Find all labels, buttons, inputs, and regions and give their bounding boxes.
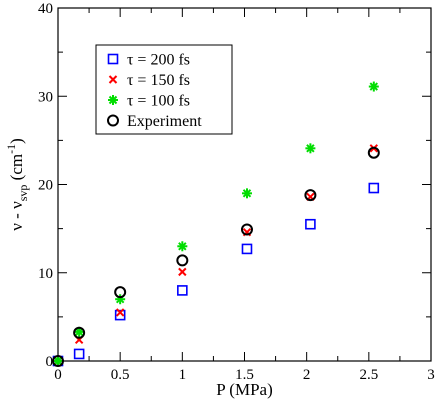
x-tick-label: 2 xyxy=(303,367,311,383)
y-axis-title-unit: (cm xyxy=(7,154,26,185)
point-square xyxy=(305,218,316,230)
point-star xyxy=(53,356,63,366)
y-tick-label: 20 xyxy=(38,178,53,194)
legend-marker-star xyxy=(108,95,118,105)
x-tick-label: 1.5 xyxy=(235,367,254,383)
axis-ticks xyxy=(57,7,432,362)
point-circle xyxy=(114,286,127,299)
legend-label: τ = 100 fs xyxy=(127,93,190,110)
legend-marker-x xyxy=(108,75,118,84)
point-x xyxy=(178,267,187,277)
x-tick-label: 0.5 xyxy=(111,367,130,383)
legend-marker-circle xyxy=(107,114,119,127)
point-circle xyxy=(240,223,253,236)
point-circle xyxy=(367,146,380,159)
x-tick-label: 2.5 xyxy=(359,367,378,383)
point-circle xyxy=(73,326,86,339)
point-square xyxy=(114,309,126,321)
legend-label: τ = 150 fs xyxy=(127,72,190,89)
legend-marker-square xyxy=(107,53,119,65)
point-circle xyxy=(176,254,189,267)
y-axis-title-unit-exponent: -1 xyxy=(4,144,18,154)
point-star xyxy=(241,188,252,199)
data-points xyxy=(52,81,380,367)
legend: τ = 200 fs τ = 150 fs τ = 100 fs Experiment xyxy=(95,44,233,135)
legend-label: τ = 200 fs xyxy=(127,52,190,69)
x-tick-label: 3 xyxy=(427,367,435,383)
y-tick-label: 0 xyxy=(46,354,54,370)
y-tick-label: 10 xyxy=(38,266,53,282)
y-axis-title-subscript: svp xyxy=(16,185,30,202)
y-tick-label: 40 xyxy=(38,1,53,17)
y-tick-label: 30 xyxy=(38,89,53,105)
point-circle xyxy=(304,189,317,202)
legend-label: Experiment xyxy=(127,113,202,130)
point-square xyxy=(73,348,85,360)
point-circle xyxy=(52,355,64,367)
x-tick-label: 0 xyxy=(54,367,62,383)
point-square xyxy=(241,243,253,255)
x-tick-label: 1 xyxy=(179,367,187,383)
y-axis-title-main: ν - ν xyxy=(7,201,26,231)
point-star xyxy=(368,81,379,92)
point-square xyxy=(368,182,380,194)
point-square xyxy=(177,285,188,296)
point-star xyxy=(305,143,316,154)
point-star xyxy=(177,241,188,252)
x-axis-title: P (MPa) xyxy=(216,380,273,399)
y-axis-title-unit-close: ) xyxy=(7,138,26,144)
y-axis-title: ν - νsvp (cm-1) xyxy=(4,138,30,231)
point-x xyxy=(115,308,125,317)
